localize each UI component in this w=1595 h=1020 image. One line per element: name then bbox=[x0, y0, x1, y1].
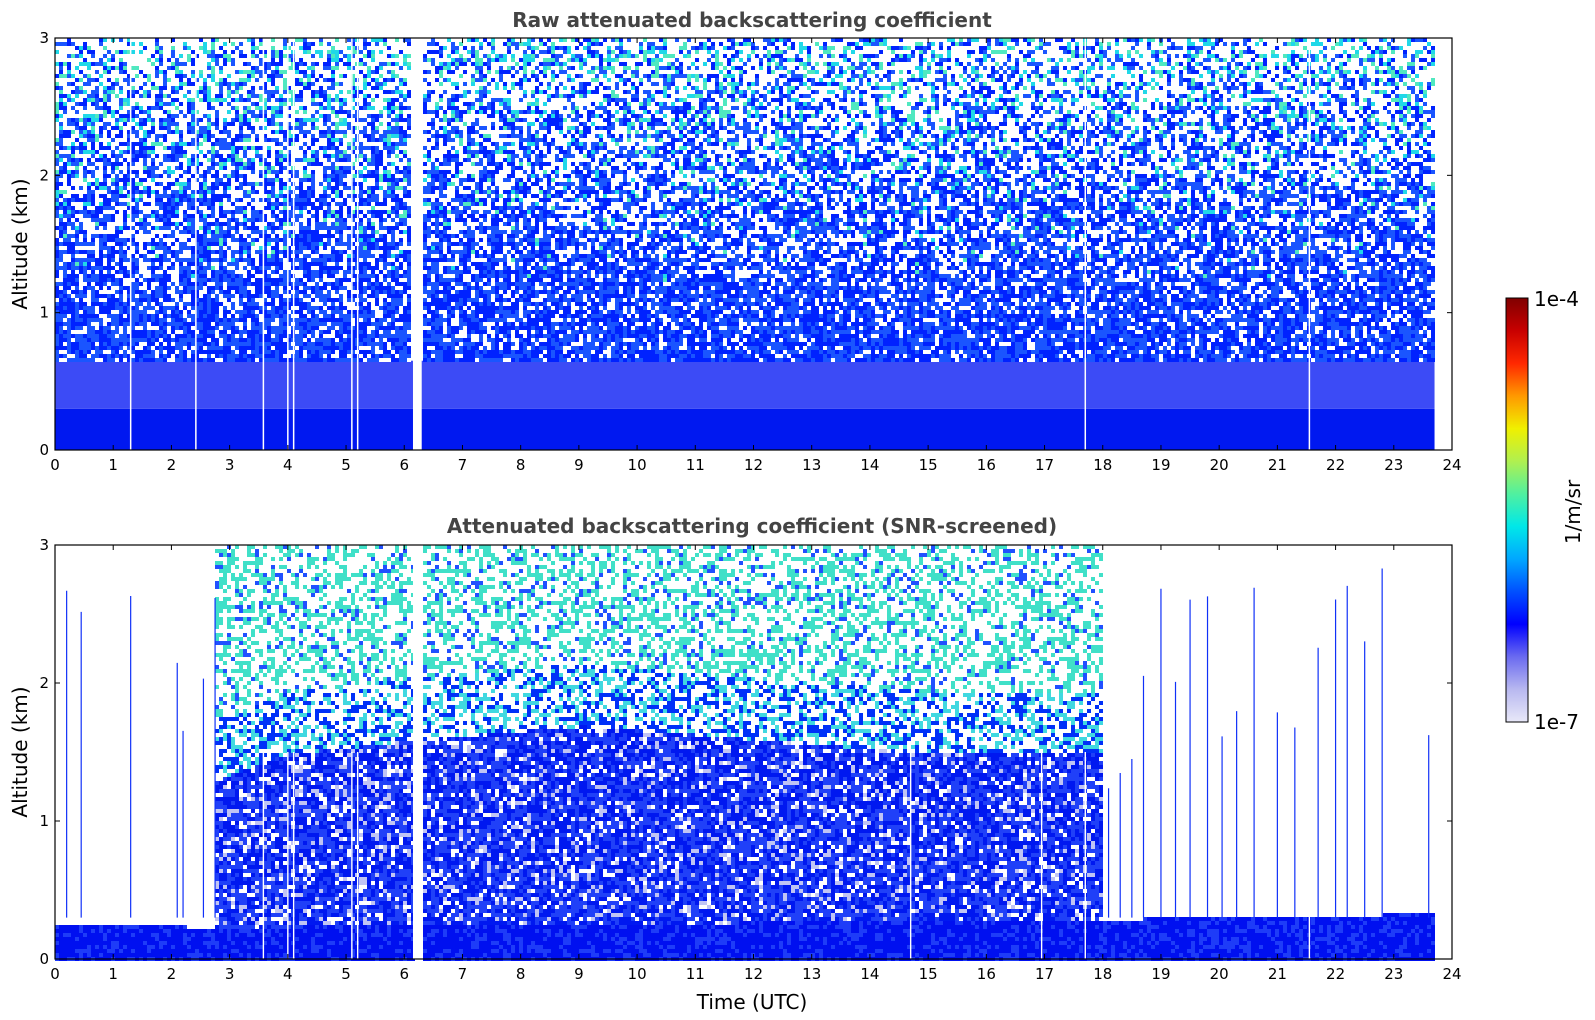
x-tick-label: 7 bbox=[458, 965, 468, 983]
x-tick-label: 7 bbox=[458, 456, 468, 474]
x-tick-label: 15 bbox=[919, 456, 938, 474]
raw-base-layer bbox=[55, 408, 1435, 450]
x-tick-label: 12 bbox=[744, 965, 763, 983]
colorbar-label: 1/m/sr bbox=[1561, 479, 1585, 544]
x-tick-label: 4 bbox=[283, 965, 293, 983]
x-tick-label: 22 bbox=[1326, 456, 1345, 474]
x-tick-label: 16 bbox=[977, 965, 996, 983]
y-ticks-snr: 0 1 2 3 bbox=[39, 536, 1452, 968]
x-tick-label: 11 bbox=[686, 965, 705, 983]
x-tick-label: 17 bbox=[1035, 965, 1054, 983]
x-tick-label: 6 bbox=[399, 965, 409, 983]
colorbar-min-label: 1e-7 bbox=[1534, 710, 1579, 734]
y-tick-label: 0 bbox=[39, 950, 49, 968]
x-tick-label: 5 bbox=[341, 456, 351, 474]
x-tick-label: 8 bbox=[516, 965, 526, 983]
x-tick-label: 17 bbox=[1035, 456, 1054, 474]
y-tick-label: 3 bbox=[39, 536, 49, 554]
x-tick-label: 23 bbox=[1384, 965, 1403, 983]
x-tick-label: 18 bbox=[1093, 965, 1112, 983]
x-tick-label: 23 bbox=[1384, 456, 1403, 474]
x-tick-label: 14 bbox=[860, 456, 879, 474]
x-ticks-raw: 0 1 2 3 4 5 6 7 8 9 10 11 12 13 14 15 16 17 18 19 20 21 22 23 24 bbox=[50, 38, 1462, 474]
x-tick-label: 6 bbox=[399, 456, 409, 474]
snr-cells bbox=[55, 545, 1435, 961]
colorbar-max-label: 1e-4 bbox=[1534, 287, 1579, 311]
x-tick-label: 10 bbox=[628, 456, 647, 474]
colorbar-bar bbox=[1505, 297, 1529, 723]
heatmap-raw bbox=[55, 38, 1435, 450]
panel-raw: Raw attenuated backscattering coefficien… bbox=[8, 8, 1462, 474]
x-tick-label: 11 bbox=[686, 456, 705, 474]
y-tick-label: 1 bbox=[39, 304, 49, 322]
y-tick-label: 2 bbox=[39, 674, 49, 692]
x-tick-label: 20 bbox=[1210, 456, 1229, 474]
raw-data-gap bbox=[412, 38, 422, 450]
panel-title-raw: Raw attenuated backscattering coefficien… bbox=[512, 8, 992, 32]
panel-title-snr: Attenuated backscattering coefficient (S… bbox=[447, 514, 1057, 538]
x-tick-label: 13 bbox=[802, 456, 821, 474]
x-tick-label: 24 bbox=[1442, 965, 1461, 983]
raw-speckle bbox=[55, 38, 1435, 362]
x-tick-label: 8 bbox=[516, 456, 526, 474]
x-tick-label: 1 bbox=[108, 456, 118, 474]
x-tick-label: 1 bbox=[108, 965, 118, 983]
snr-data-gap bbox=[412, 545, 422, 959]
x-ticks-snr: 0 1 2 3 4 5 6 7 8 9 10 11 12 13 14 15 16 17 18 19 20 21 22 23 24 bbox=[50, 545, 1462, 983]
x-axis-label-snr: Time (UTC) bbox=[696, 990, 808, 1014]
y-tick-label: 3 bbox=[39, 29, 49, 47]
panel-snr: Attenuated backscattering coefficient (S… bbox=[8, 514, 1462, 1014]
x-tick-label: 18 bbox=[1093, 456, 1112, 474]
x-tick-label: 19 bbox=[1151, 965, 1170, 983]
y-tick-label: 2 bbox=[39, 166, 49, 184]
x-tick-label: 20 bbox=[1210, 965, 1229, 983]
x-tick-label: 16 bbox=[977, 456, 996, 474]
y-tick-label: 1 bbox=[39, 812, 49, 830]
y-ticks-raw: 0 1 2 3 bbox=[39, 29, 1452, 459]
x-tick-label: 14 bbox=[860, 965, 879, 983]
x-tick-label: 12 bbox=[744, 456, 763, 474]
raw-lower-layer bbox=[55, 360, 1435, 409]
x-tick-label: 3 bbox=[225, 456, 235, 474]
x-tick-label: 21 bbox=[1268, 456, 1287, 474]
x-tick-label: 9 bbox=[574, 456, 584, 474]
y-axis-label-snr: Altitude (km) bbox=[8, 686, 32, 817]
x-tick-label: 0 bbox=[50, 456, 60, 474]
y-axis-label-raw: Altitude (km) bbox=[8, 178, 32, 309]
x-tick-label: 3 bbox=[225, 965, 235, 983]
x-tick-label: 15 bbox=[919, 965, 938, 983]
x-tick-label: 4 bbox=[283, 456, 293, 474]
x-tick-label: 24 bbox=[1442, 456, 1461, 474]
x-tick-label: 0 bbox=[50, 965, 60, 983]
x-tick-label: 22 bbox=[1326, 965, 1345, 983]
x-tick-label: 5 bbox=[341, 965, 351, 983]
x-tick-label: 13 bbox=[802, 965, 821, 983]
x-tick-label: 19 bbox=[1151, 456, 1170, 474]
y-tick-label: 0 bbox=[39, 441, 49, 459]
x-tick-label: 2 bbox=[167, 965, 177, 983]
x-tick-label: 21 bbox=[1268, 965, 1287, 983]
x-tick-label: 2 bbox=[167, 456, 177, 474]
x-tick-label: 9 bbox=[574, 965, 584, 983]
heatmap-snr bbox=[55, 545, 1435, 961]
x-tick-label: 10 bbox=[628, 965, 647, 983]
colorbar: 1e-4 1e-7 1/m/sr bbox=[1505, 287, 1585, 734]
